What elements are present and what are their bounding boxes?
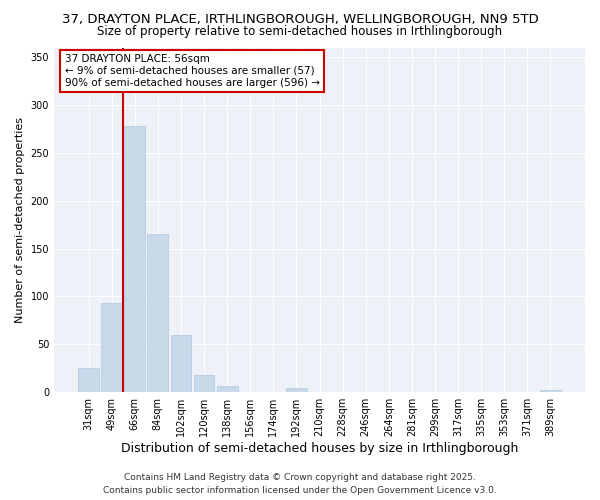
Bar xyxy=(217,386,238,392)
Bar xyxy=(540,390,561,392)
Bar xyxy=(194,375,214,392)
Text: 37 DRAYTON PLACE: 56sqm
← 9% of semi-detached houses are smaller (57)
90% of sem: 37 DRAYTON PLACE: 56sqm ← 9% of semi-det… xyxy=(65,54,320,88)
Bar xyxy=(101,303,122,392)
Bar xyxy=(78,368,99,392)
Bar xyxy=(124,126,145,392)
Y-axis label: Number of semi-detached properties: Number of semi-detached properties xyxy=(15,117,25,323)
Bar xyxy=(286,388,307,392)
Bar xyxy=(148,234,168,392)
Text: Size of property relative to semi-detached houses in Irthlingborough: Size of property relative to semi-detach… xyxy=(97,25,503,38)
Bar xyxy=(170,335,191,392)
X-axis label: Distribution of semi-detached houses by size in Irthlingborough: Distribution of semi-detached houses by … xyxy=(121,442,518,455)
Text: 37, DRAYTON PLACE, IRTHLINGBOROUGH, WELLINGBOROUGH, NN9 5TD: 37, DRAYTON PLACE, IRTHLINGBOROUGH, WELL… xyxy=(62,12,538,26)
Text: Contains HM Land Registry data © Crown copyright and database right 2025.
Contai: Contains HM Land Registry data © Crown c… xyxy=(103,474,497,495)
